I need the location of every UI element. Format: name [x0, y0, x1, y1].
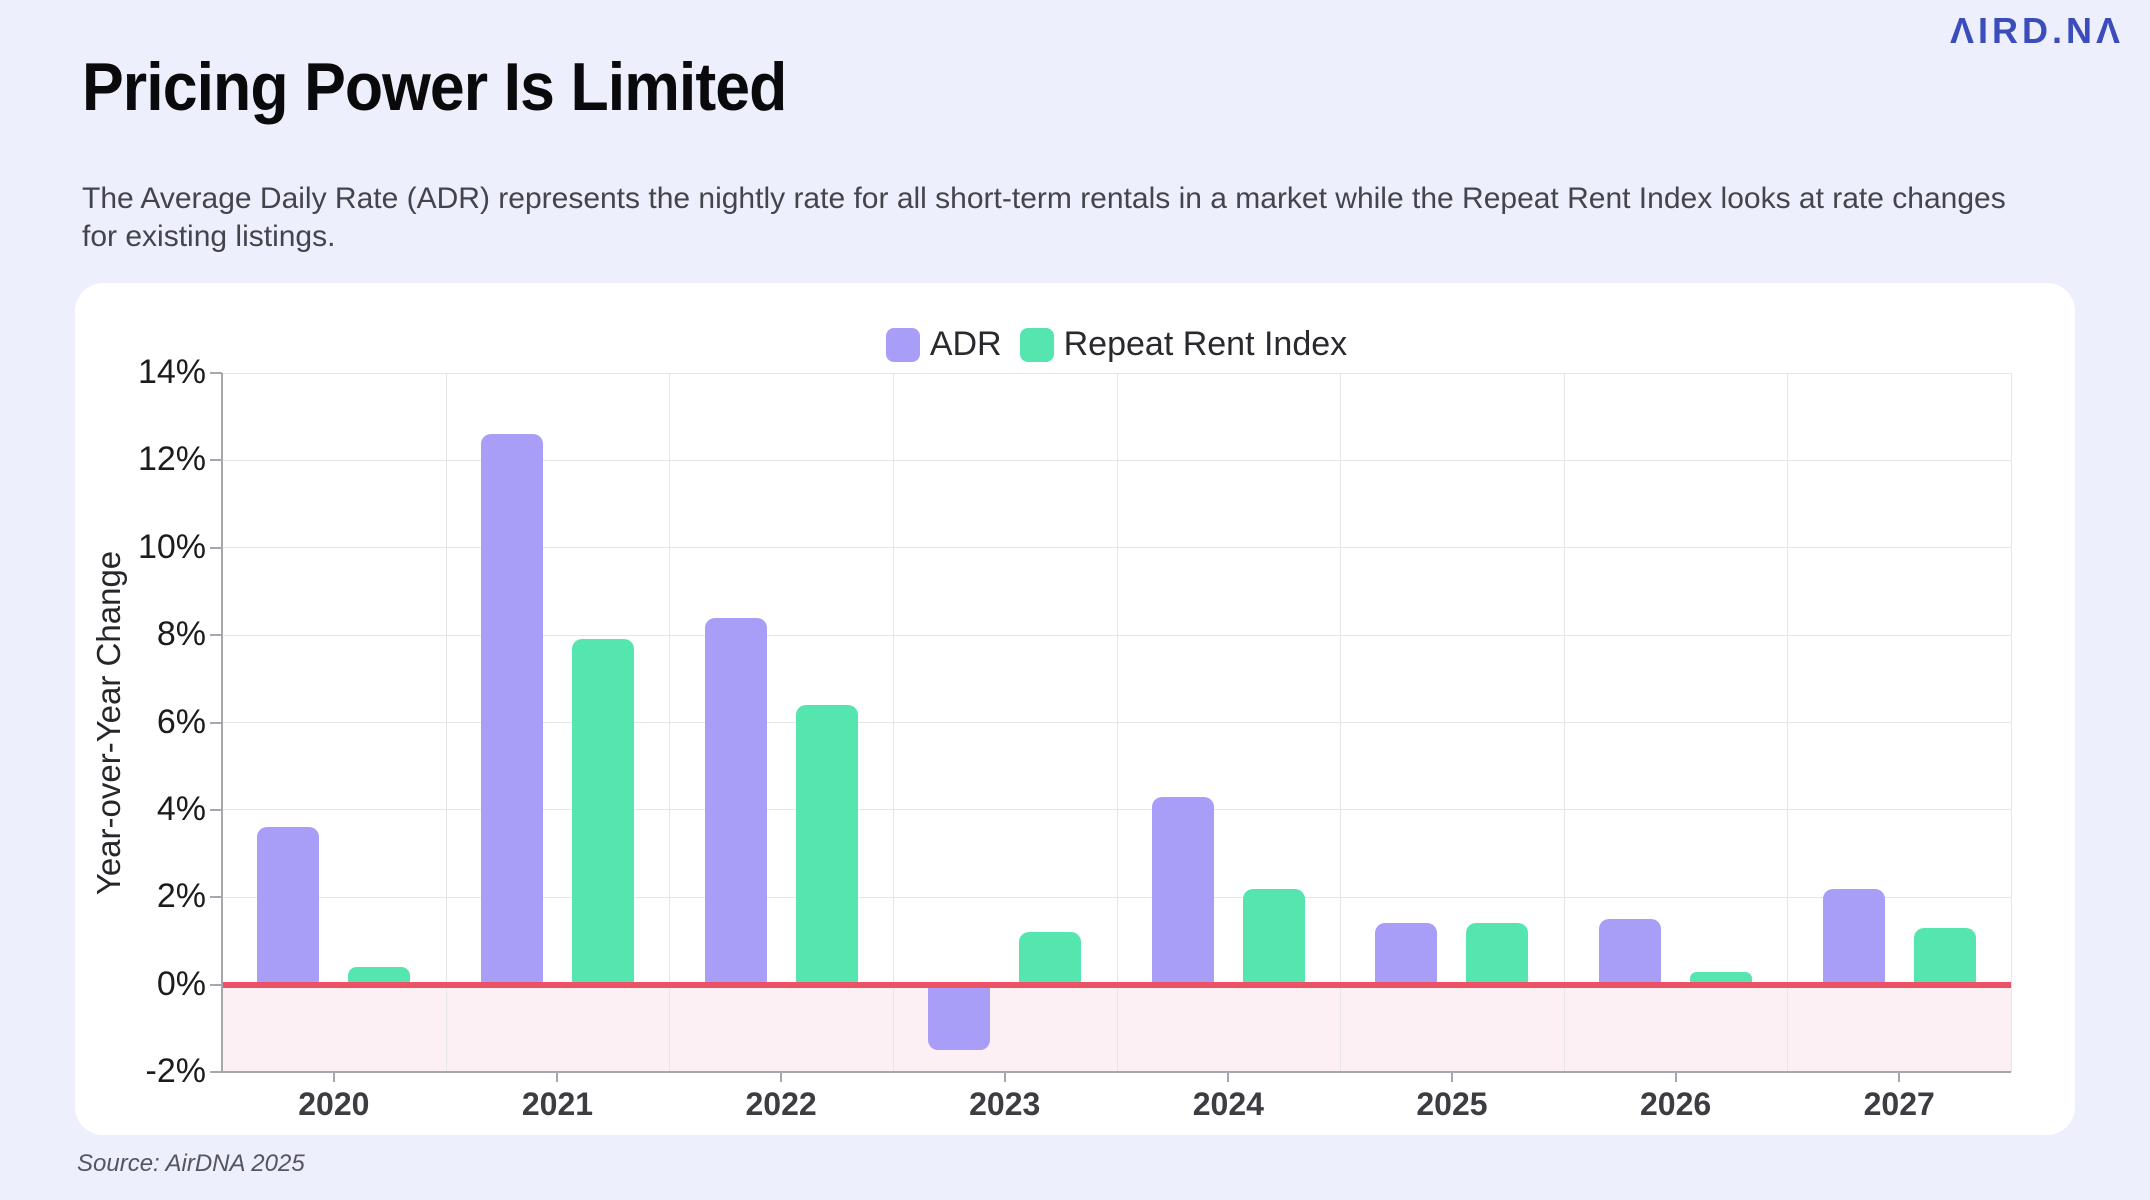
y-tick [210, 634, 222, 637]
bar-repeat-rent-index-2022 [795, 705, 858, 985]
chart-legend: ADR Repeat Rent Index [222, 325, 2011, 364]
gridline-v [892, 373, 894, 1072]
x-tick [1898, 1072, 1901, 1082]
bar-adr-2023 [928, 984, 991, 1051]
bar-adr-2020 [257, 827, 320, 985]
x-tick-label-2026: 2026 [1639, 1086, 1712, 1122]
airdna-logo: ΛIRD.NΛ [1949, 10, 2124, 51]
y-tick [210, 1071, 222, 1073]
y-tick [210, 983, 222, 986]
gridline-v [1116, 373, 1118, 1072]
y-tick [210, 546, 222, 549]
y-tick [210, 721, 222, 724]
gridline-v [445, 373, 447, 1072]
y-axis-line [221, 373, 223, 1072]
gridline-v [1563, 373, 1565, 1072]
y-tick [210, 459, 222, 462]
x-tick [1674, 1072, 1677, 1082]
bar-adr-2024 [1151, 796, 1214, 985]
y-tick-label: 8% [156, 615, 206, 654]
gridline-v [1340, 373, 1342, 1072]
legend-item-adr[interactable]: ADR [885, 325, 1002, 364]
x-tick-label-2022: 2022 [745, 1086, 817, 1122]
y-tick-label: 4% [156, 789, 206, 828]
bar-repeat-rent-index-2025 [1466, 923, 1529, 985]
chart-plot-area: -2% 0% 2% 4% 6% 8% 10% 12% 14% 2020 2021 2022 2023 20… [75, 283, 2075, 1135]
y-tick-label: 10% [137, 527, 206, 566]
x-tick-label-2024: 2024 [1192, 1086, 1264, 1122]
legend-label-adr: ADR [929, 325, 1002, 363]
x-tick [1003, 1072, 1006, 1082]
x-tick [556, 1072, 559, 1082]
source-note: Source: AirDNA 2025 [77, 1150, 305, 1177]
y-tick-label: 2% [156, 877, 206, 916]
x-tick-label-2021: 2021 [521, 1086, 594, 1122]
bar-repeat-rent-index-2023 [1019, 932, 1082, 985]
page-subtitle: The Average Daily Rate (ADR) represents … [82, 182, 2006, 254]
x-tick [1450, 1072, 1453, 1082]
bar-repeat-rent-index-2021 [571, 639, 634, 985]
legend-item-repeat-rent-index[interactable]: Repeat Rent Index [1019, 325, 1348, 364]
y-tick [210, 372, 222, 374]
page-title: Pricing Power Is Limited [82, 49, 787, 125]
x-tick [332, 1072, 335, 1082]
bar-repeat-rent-index-2024 [1242, 888, 1305, 985]
y-tick [210, 896, 222, 899]
x-tick-label-2023: 2023 [969, 1086, 1041, 1122]
y-tick-label: 6% [156, 702, 206, 741]
gridline-v [1787, 373, 1789, 1072]
legend-label-repeat-rent-index: Repeat Rent Index [1063, 325, 1348, 363]
x-tick [1227, 1072, 1230, 1082]
y-tick-label: 0% [156, 964, 206, 1003]
x-tick-label-2025: 2025 [1416, 1086, 1488, 1122]
x-tick [780, 1072, 783, 1082]
bar-repeat-rent-index-2027 [1913, 927, 1976, 985]
bar-adr-2021 [480, 434, 543, 985]
y-tick [210, 808, 222, 811]
chart-card: ADR Repeat Rent Index Year-over-Year Chan… [75, 283, 2075, 1135]
x-axis-line [222, 1071, 2011, 1073]
legend-swatch-adr [885, 327, 920, 362]
x-tick-label-2027: 2027 [1863, 1086, 1935, 1122]
x-tick-label-2020: 2020 [298, 1086, 370, 1122]
bar-adr-2025 [1375, 923, 1438, 985]
bar-repeat-rent-index-2020 [348, 967, 411, 985]
bar-adr-2022 [704, 617, 767, 985]
zero-line [222, 981, 2011, 988]
y-tick-label: 14% [137, 353, 206, 391]
y-tick-label: -2% [145, 1052, 206, 1090]
legend-swatch-repeat-rent-index [1019, 327, 1054, 362]
bar-repeat-rent-index-2026 [1690, 971, 1753, 985]
bar-adr-2027 [1822, 888, 1885, 985]
bar-adr-2026 [1599, 919, 1662, 985]
y-tick-label: 12% [137, 440, 206, 479]
gridline-v [2011, 373, 2012, 1072]
gridline-v [669, 373, 671, 1072]
